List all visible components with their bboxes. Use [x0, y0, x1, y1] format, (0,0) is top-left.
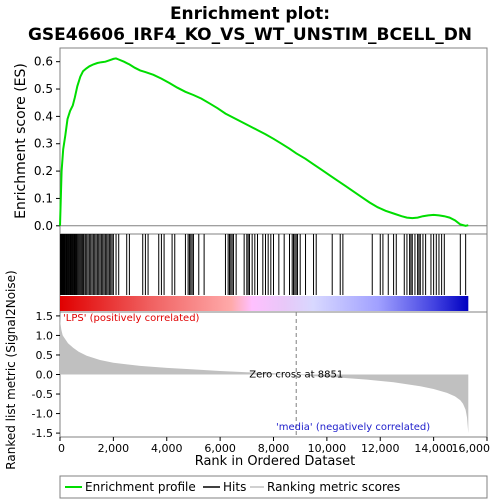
ranked-list-color-bar — [60, 296, 469, 311]
metric-y-tick-label: 1.0 — [36, 329, 54, 342]
x-tick-label: 14,000 — [414, 442, 453, 455]
zero-cross-label: Zero cross at 8851 — [249, 370, 343, 381]
metric-y-tick-label: -1.5 — [32, 427, 53, 440]
metric-y-tick-label: 1.5 — [36, 310, 54, 323]
metric-y-axis-label: Ranked list metric (Signal2Noise) — [4, 270, 18, 469]
x-tick-label: 4,000 — [151, 442, 183, 455]
legend-hits-label: Hits — [223, 480, 246, 494]
es-y-tick-label: 0.6 — [34, 55, 53, 69]
x-axis-label: Rank in Ordered Dataset — [195, 454, 356, 469]
chart-title-line2: GSE46606_IRF4_KO_VS_WT_UNSTIM_BCELL_DN — [28, 25, 472, 45]
es-y-axis-label: Enrichment score (ES) — [13, 63, 29, 219]
es-y-tick-label: 0.2 — [34, 164, 53, 178]
negative-correlation-label: 'media' (negatively correlated) — [276, 422, 430, 433]
es-y-tick-label: 0.4 — [34, 109, 53, 123]
x-tick-label: 10,000 — [308, 442, 347, 455]
legend-enrichment-profile-label: Enrichment profile — [85, 480, 196, 494]
chart-title-line1: Enrichment plot: — [170, 4, 330, 24]
metric-y-tick-label: -1.0 — [32, 408, 53, 421]
x-tick-label: 16,000 — [452, 442, 491, 455]
metric-y-tick-label: -0.5 — [32, 388, 53, 401]
es-panel-frame — [59, 47, 488, 235]
legend-box — [59, 475, 488, 499]
x-tick-label: 8,000 — [258, 442, 290, 455]
metric-y-tick-label: 0.5 — [36, 349, 54, 362]
es-y-tick-label: 0.3 — [34, 137, 53, 151]
es-y-tick-label: 0.5 — [34, 82, 53, 96]
legend-ranking-metric-label: Ranking metric scores — [267, 480, 400, 494]
x-tick-label: 6,000 — [204, 442, 236, 455]
es-y-tick-label: 0.0 — [34, 219, 53, 233]
ranking-metric-fill — [60, 315, 469, 434]
x-tick-label: 12,000 — [361, 442, 400, 455]
positive-correlation-label: 'LPS' (positively correlated) — [63, 313, 200, 324]
x-tick-label: 0 — [58, 442, 65, 455]
metric-y-tick-label: 0.0 — [36, 369, 54, 382]
enrichment-profile-line — [59, 57, 469, 227]
es-y-tick-label: 0.1 — [34, 191, 53, 205]
x-tick-label: 2,000 — [98, 442, 130, 455]
